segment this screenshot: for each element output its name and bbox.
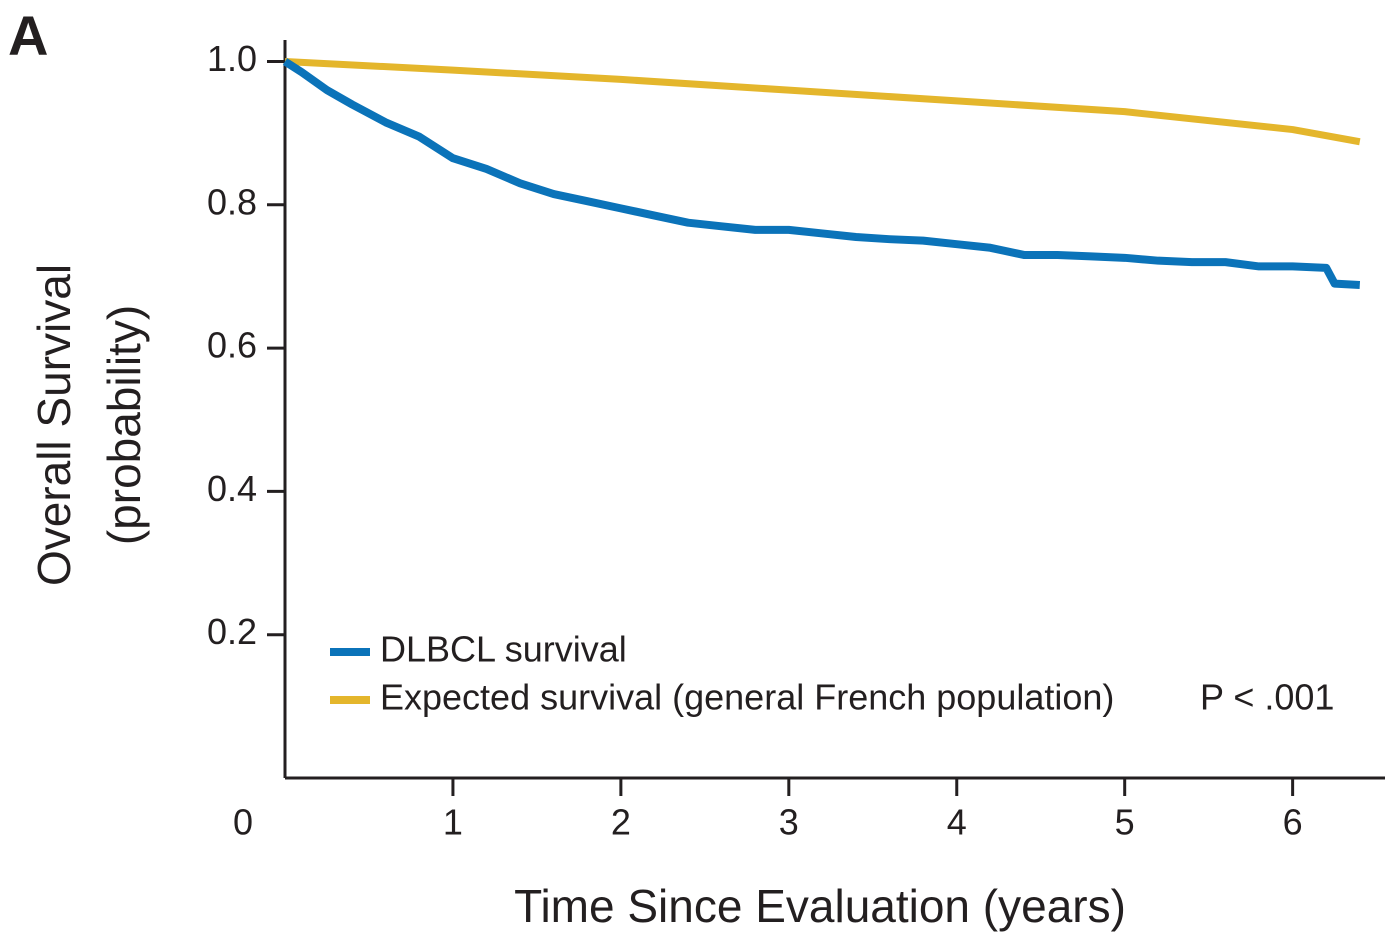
panel-label: A (8, 4, 48, 67)
legend-label: DLBCL survival (380, 629, 627, 670)
x-axis-label: Time Since Evaluation (years) (514, 880, 1126, 932)
y-tick-label: 0.6 (207, 325, 257, 366)
x-tick-label: 3 (779, 802, 799, 843)
line (282, 58, 1361, 290)
y-axis-label: Overall Survival (28, 264, 80, 586)
x-tick-label: 1 (443, 802, 463, 843)
legend-label: Expected survival (general French popula… (380, 677, 1114, 718)
y-tick-label: 0.4 (207, 468, 257, 509)
line (284, 57, 1361, 146)
x-tick-label: 4 (947, 802, 967, 843)
y-tick-label: 0.8 (207, 181, 257, 222)
x-tick-label: 2 (611, 802, 631, 843)
annotation: P < .001 (1200, 677, 1334, 718)
x-tick-label: 5 (1115, 802, 1135, 843)
y-tick-label: 0.2 (207, 611, 257, 652)
x-tick-label: 0 (233, 802, 253, 843)
y-tick-label: 1.0 (207, 38, 257, 79)
x-tick-label: 6 (1283, 802, 1303, 843)
y-axis-label: (probability) (98, 305, 150, 545)
